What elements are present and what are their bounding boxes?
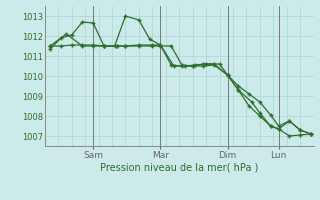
X-axis label: Pression niveau de la mer( hPa ): Pression niveau de la mer( hPa ) [100, 163, 258, 173]
